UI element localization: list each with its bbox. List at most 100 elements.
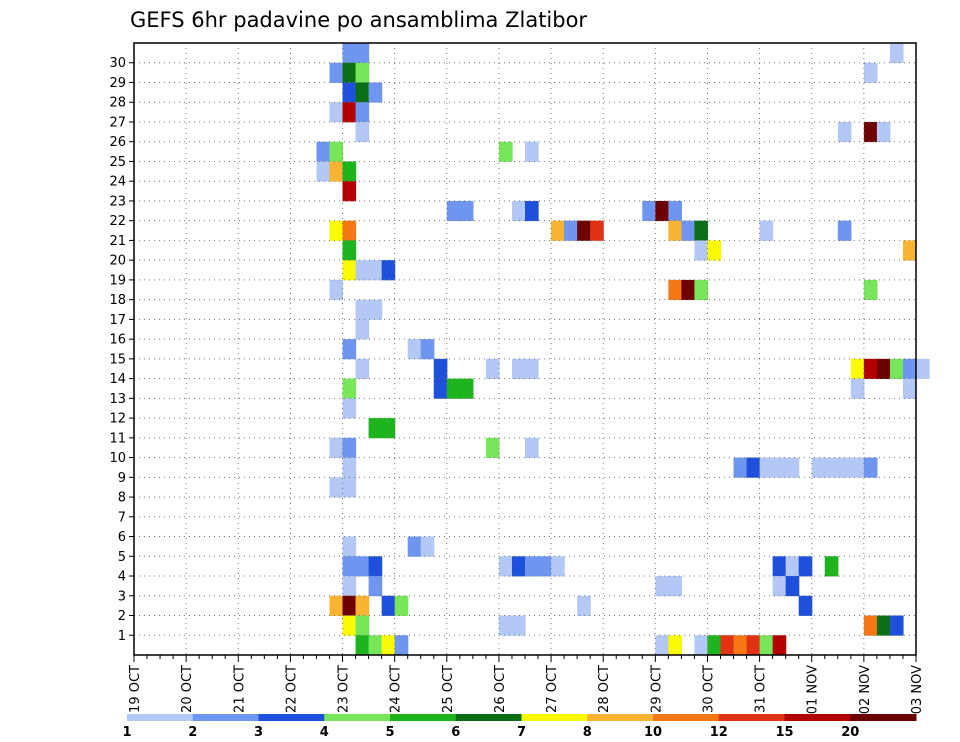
heatmap-cell xyxy=(655,200,669,222)
colorbar-swatch xyxy=(850,714,917,721)
x-tick-label: 27 OCT xyxy=(545,665,560,713)
heatmap-cell xyxy=(642,200,656,222)
y-tick-label: 20 xyxy=(109,254,126,269)
heatmap-cell xyxy=(863,121,878,143)
heatmap-cell xyxy=(355,102,370,123)
colorbar-label: 12 xyxy=(710,725,728,740)
heatmap-cell xyxy=(876,615,891,636)
heatmap-cell xyxy=(446,378,461,399)
colorbar-label: 8 xyxy=(583,725,592,740)
heatmap-cell xyxy=(525,437,539,458)
heatmap-cell xyxy=(798,595,813,616)
heatmap-cell xyxy=(329,161,344,182)
colorbar-label: 3 xyxy=(254,725,263,740)
y-tick-label: 5 xyxy=(118,550,126,565)
y-tick-label: 19 xyxy=(109,273,126,288)
heatmap-cell xyxy=(381,418,396,439)
heatmap-cell xyxy=(863,615,878,636)
colorbar-swatch xyxy=(127,714,194,721)
heatmap-cell xyxy=(329,141,344,162)
x-tick-label: 21 OCT xyxy=(232,665,247,713)
heatmap-cell xyxy=(772,556,787,577)
heatmap-cell xyxy=(551,220,565,241)
heatmap-cell xyxy=(590,220,604,241)
y-tick-label: 6 xyxy=(118,530,126,545)
heatmap-cell xyxy=(342,437,357,458)
heatmap-cell xyxy=(785,457,800,478)
y-tick-label: 26 xyxy=(109,135,126,150)
y-tick-label: 18 xyxy=(109,293,126,308)
colorbar-label: 6 xyxy=(451,725,460,740)
heatmap-cell xyxy=(577,595,591,616)
y-tick-label: 17 xyxy=(109,313,126,328)
colorbar-label: 15 xyxy=(775,725,793,740)
heatmap-cell xyxy=(329,437,344,458)
y-axis: 1234567891011121314151617181920212223242… xyxy=(109,56,134,644)
heatmap-cell xyxy=(355,319,370,340)
colorbar-label: 5 xyxy=(385,725,394,740)
heatmap-cell xyxy=(355,121,370,143)
heatmap-cell xyxy=(916,358,930,380)
heatmap-cell xyxy=(329,595,344,616)
heatmap-cell xyxy=(342,378,357,399)
heatmap-cell xyxy=(368,556,383,577)
heatmap-cell xyxy=(420,536,435,557)
heatmap-cell xyxy=(329,62,344,83)
y-tick-label: 22 xyxy=(109,214,126,229)
x-tick-label: 30 OCT xyxy=(701,665,716,713)
colorbar-label: 20 xyxy=(841,725,859,740)
heatmap-cell xyxy=(876,358,891,380)
heatmap-cell xyxy=(355,62,370,83)
heatmap-cell xyxy=(342,82,357,103)
heatmap-cell xyxy=(889,358,904,380)
heatmap-cell xyxy=(746,635,761,656)
y-tick-label: 7 xyxy=(118,510,126,525)
heatmap-cell xyxy=(368,82,383,103)
heatmap-cell xyxy=(355,43,370,64)
heatmap-cell xyxy=(733,635,748,656)
heatmap-cell xyxy=(668,576,682,597)
x-tick-label: 22 OCT xyxy=(284,665,299,713)
heatmap-cell xyxy=(342,556,357,577)
heatmap-cell xyxy=(342,398,357,419)
heatmap-cell xyxy=(355,358,370,380)
heatmap-cell xyxy=(772,635,787,656)
heatmap-cell xyxy=(811,457,826,478)
heatmap-cell xyxy=(498,615,513,636)
heatmap-cell xyxy=(355,82,370,103)
x-tick-label: 23 OCT xyxy=(337,665,352,713)
y-tick-label: 13 xyxy=(109,392,126,407)
heatmap-cell xyxy=(694,240,709,261)
heatmap-cell xyxy=(863,457,878,478)
colorbar-label: 7 xyxy=(517,725,526,740)
heatmap-cell xyxy=(902,240,917,261)
y-tick-label: 9 xyxy=(118,471,126,486)
heatmap-cell xyxy=(511,358,526,380)
heatmap-cell xyxy=(889,43,904,64)
heatmap-cell xyxy=(381,260,396,281)
heatmap-cell xyxy=(355,595,370,616)
heatmap-cell xyxy=(798,556,813,577)
x-tick-label: 24 OCT xyxy=(389,665,404,713)
colorbar-swatch xyxy=(455,714,522,721)
heatmap-cell xyxy=(342,260,357,281)
heatmap-cell xyxy=(342,240,357,261)
heatmap-cell xyxy=(511,200,526,222)
heatmap-cell xyxy=(342,457,357,478)
heatmap-cell xyxy=(850,457,865,478)
y-tick-label: 10 xyxy=(109,451,126,466)
heatmap-cell xyxy=(577,220,591,241)
heatmap-cell xyxy=(759,457,774,478)
heatmap-cells xyxy=(316,43,930,656)
heatmap-cell xyxy=(551,556,565,577)
colorbar-swatch xyxy=(784,714,851,721)
y-tick-label: 23 xyxy=(109,194,126,209)
heatmap-cell xyxy=(772,576,787,597)
x-tick-label: 20 OCT xyxy=(180,665,195,713)
heatmap-cell xyxy=(342,595,357,616)
heatmap-cell xyxy=(694,635,709,656)
heatmap-cell xyxy=(824,457,839,478)
heatmap-cell xyxy=(394,635,409,656)
heatmap-cell xyxy=(316,161,331,182)
